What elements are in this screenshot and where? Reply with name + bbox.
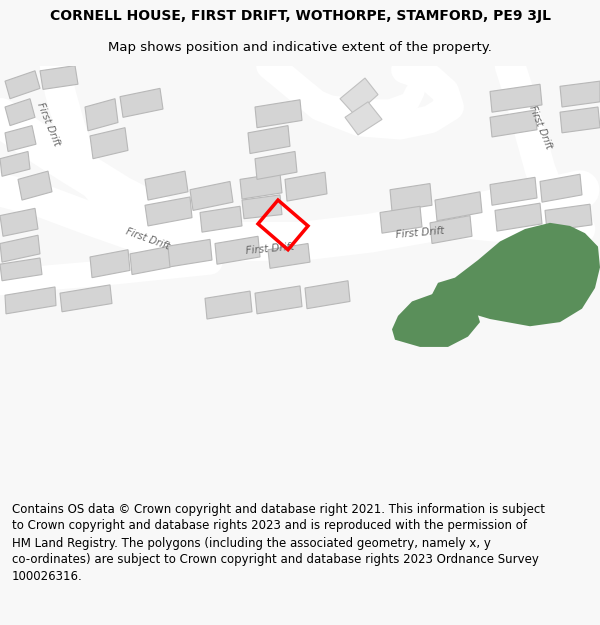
Polygon shape xyxy=(18,171,52,200)
Polygon shape xyxy=(285,172,327,201)
Polygon shape xyxy=(560,107,600,133)
Polygon shape xyxy=(392,293,480,347)
Polygon shape xyxy=(390,184,432,211)
Text: Map shows position and indicative extent of the property.: Map shows position and indicative extent… xyxy=(108,41,492,54)
Polygon shape xyxy=(380,206,422,233)
Text: First Drift: First Drift xyxy=(395,226,445,240)
Polygon shape xyxy=(430,216,472,244)
Polygon shape xyxy=(5,99,35,126)
Polygon shape xyxy=(200,206,242,232)
Polygon shape xyxy=(490,110,537,137)
Polygon shape xyxy=(165,239,212,268)
Polygon shape xyxy=(255,286,302,314)
Polygon shape xyxy=(305,281,350,309)
Polygon shape xyxy=(545,204,592,231)
Polygon shape xyxy=(255,100,302,127)
Text: First Drift: First Drift xyxy=(245,242,295,256)
Polygon shape xyxy=(0,235,40,262)
Polygon shape xyxy=(60,285,112,312)
Polygon shape xyxy=(145,171,188,200)
Polygon shape xyxy=(120,88,163,118)
Text: First Drift: First Drift xyxy=(125,227,172,252)
Polygon shape xyxy=(130,247,170,274)
Polygon shape xyxy=(145,197,192,226)
Polygon shape xyxy=(90,250,130,278)
Polygon shape xyxy=(345,102,382,135)
Polygon shape xyxy=(215,236,260,264)
Polygon shape xyxy=(190,181,233,211)
Polygon shape xyxy=(5,126,36,151)
Text: Contains OS data © Crown copyright and database right 2021. This information is : Contains OS data © Crown copyright and d… xyxy=(12,503,545,584)
Polygon shape xyxy=(340,78,378,115)
Polygon shape xyxy=(242,195,282,219)
Text: First Drift: First Drift xyxy=(35,101,61,148)
Polygon shape xyxy=(430,223,600,326)
Polygon shape xyxy=(205,291,252,319)
Polygon shape xyxy=(268,244,310,268)
Polygon shape xyxy=(5,287,56,314)
Polygon shape xyxy=(540,174,582,202)
Polygon shape xyxy=(248,126,290,154)
Polygon shape xyxy=(40,66,78,89)
Polygon shape xyxy=(90,127,128,159)
Polygon shape xyxy=(0,258,42,281)
Polygon shape xyxy=(495,203,542,231)
Polygon shape xyxy=(255,151,297,179)
Polygon shape xyxy=(85,99,118,131)
Polygon shape xyxy=(0,151,30,176)
Polygon shape xyxy=(490,177,537,205)
Text: First Drift: First Drift xyxy=(527,104,553,151)
Polygon shape xyxy=(240,173,282,199)
Polygon shape xyxy=(0,208,38,236)
Polygon shape xyxy=(490,84,542,112)
Polygon shape xyxy=(5,71,40,99)
Polygon shape xyxy=(560,81,600,107)
Text: CORNELL HOUSE, FIRST DRIFT, WOTHORPE, STAMFORD, PE9 3JL: CORNELL HOUSE, FIRST DRIFT, WOTHORPE, ST… xyxy=(49,9,551,23)
Polygon shape xyxy=(435,192,482,221)
